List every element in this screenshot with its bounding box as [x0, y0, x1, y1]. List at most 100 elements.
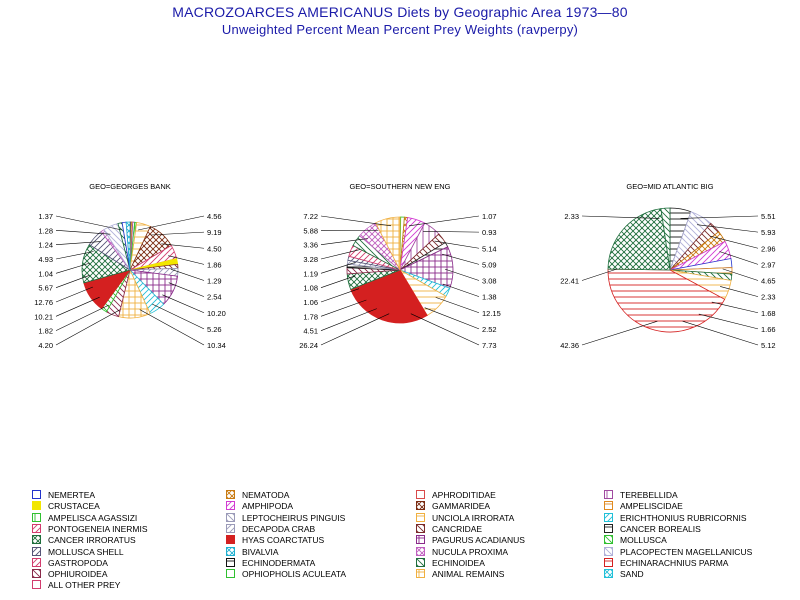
leader-line	[410, 313, 480, 346]
pie-value-label: 5.93	[761, 228, 776, 237]
leader-line	[581, 320, 658, 346]
legend-swatch	[226, 557, 235, 567]
legend-swatch	[416, 557, 425, 567]
pie-value-label: 5.09	[482, 260, 497, 269]
leader-line	[162, 294, 205, 314]
leader-line	[581, 268, 618, 281]
legend-label: ECHINODERMATA	[242, 557, 316, 568]
leader-line	[168, 282, 205, 297]
leader-line	[55, 275, 90, 288]
legend-swatch	[226, 523, 235, 533]
leader-line	[424, 307, 480, 330]
legend-swatch	[604, 490, 613, 499]
legend-label: PLACOPECTEN MAGELLANICUS	[620, 546, 753, 557]
pie-value-label: 1.82	[38, 327, 53, 336]
pie-value-label: 7.73	[482, 341, 497, 350]
legend-swatch	[32, 546, 41, 556]
pie-value-label: 12.15	[482, 309, 501, 318]
pie-slice	[660, 207, 671, 271]
pie-value-label: 10.21	[34, 312, 53, 321]
pie-value-label: 4.56	[207, 212, 222, 221]
pie-value-label: 4.65	[761, 277, 776, 286]
pie-value-label: 10.20	[207, 309, 226, 318]
legend-label: CANCRIDAE	[432, 523, 483, 534]
pie-value-label: 2.96	[761, 244, 776, 253]
legend-label: UNCIOLA IRRORATA	[432, 512, 515, 523]
leader-line	[444, 268, 480, 281]
legend-swatch	[604, 557, 613, 567]
legend-swatch	[226, 569, 235, 579]
leader-line	[408, 215, 480, 227]
pie-value-label: 1.66	[761, 325, 776, 334]
leader-line	[320, 308, 377, 331]
legend-label: PONTOGENEIA INERMIS	[48, 523, 148, 534]
legend-swatch	[604, 523, 613, 533]
pie-value-label: 0.93	[482, 228, 497, 237]
pie-value-label: 2.54	[207, 293, 222, 302]
leader-line	[710, 235, 759, 249]
pie-chart-3: GEO=MID ATLANTIC BIG 5.51 5.93 2.96 2.97 4.65…	[560, 182, 775, 350]
legend-swatch	[32, 490, 41, 499]
pie-value-label: 5.12	[761, 341, 776, 350]
legend-swatch	[226, 490, 235, 499]
pie-value-label: 4.51	[303, 327, 318, 336]
leader-line	[423, 231, 480, 233]
legend-label: NEMERTEA	[48, 490, 96, 500]
pie-value-label: 5.14	[482, 244, 497, 253]
pie-value-label: 3.36	[303, 241, 318, 250]
legend-label: NEMATODA	[242, 490, 290, 500]
leader-line	[55, 251, 94, 260]
pie-title: GEO=MID ATLANTIC BIG	[626, 182, 713, 191]
legend-label: PAGURUS ACADIANUS	[432, 535, 525, 546]
legend-swatch	[604, 535, 613, 545]
legend-label: ERICHTHONIUS RUBRICORNIS	[620, 512, 747, 523]
legend-label: GASTROPODA	[48, 557, 108, 568]
leader-line	[320, 262, 356, 274]
legend-swatch	[32, 569, 41, 579]
pie-title: GEO=SOUTHERN NEW ENG	[349, 182, 450, 191]
pie-value-label: 42.36	[560, 341, 579, 350]
pie-value-label: 1.38	[482, 293, 497, 302]
pie-slice	[375, 216, 401, 271]
legend-swatch	[226, 535, 235, 545]
legend-swatch	[604, 501, 613, 511]
leader-line	[581, 215, 660, 219]
leader-line	[320, 238, 368, 245]
leader-line	[696, 224, 759, 233]
legend-swatch	[604, 569, 613, 579]
legend-label: CANCER BOREALIS	[620, 523, 701, 534]
legend-label: MOLLUSCA	[620, 535, 667, 546]
pie-value-label: 4.20	[38, 341, 53, 350]
pie-value-label: 10.34	[207, 341, 226, 350]
leader-line	[55, 241, 101, 245]
legend-swatch	[226, 546, 235, 556]
legend-swatch	[32, 580, 41, 590]
legend-label: SAND	[620, 569, 644, 580]
legend-swatch	[32, 501, 41, 511]
leader-line	[320, 313, 390, 346]
legend-label: BIVALVIA	[242, 546, 279, 557]
leader-line	[320, 299, 367, 317]
legend-swatch	[416, 546, 425, 556]
pie-value-label: 1.86	[207, 260, 222, 269]
leader-line	[152, 303, 205, 330]
legend-swatch	[416, 501, 425, 511]
leader-line	[168, 255, 205, 265]
leader-line	[55, 309, 121, 346]
leader-line	[320, 249, 360, 260]
pie-value-label: 3.08	[482, 277, 497, 286]
legend-swatch	[416, 535, 425, 545]
leader-line	[150, 231, 205, 236]
chart-title: MACROZOARCES AMERICANUS Diets by Geograp…	[172, 4, 628, 20]
pie-value-label: 1.37	[38, 212, 53, 221]
pie-value-label: 5.88	[303, 226, 318, 235]
pie-value-label: 1.04	[38, 269, 53, 278]
leader-line	[161, 243, 205, 249]
pie-value-label: 7.22	[303, 212, 318, 221]
legend-label: ANIMAL REMAINS	[432, 569, 505, 580]
pie-slice	[125, 221, 131, 271]
leader-line	[55, 230, 111, 235]
pie-value-label: 1.29	[207, 277, 222, 286]
legend-swatch	[604, 512, 613, 522]
pie-slice	[350, 269, 428, 324]
